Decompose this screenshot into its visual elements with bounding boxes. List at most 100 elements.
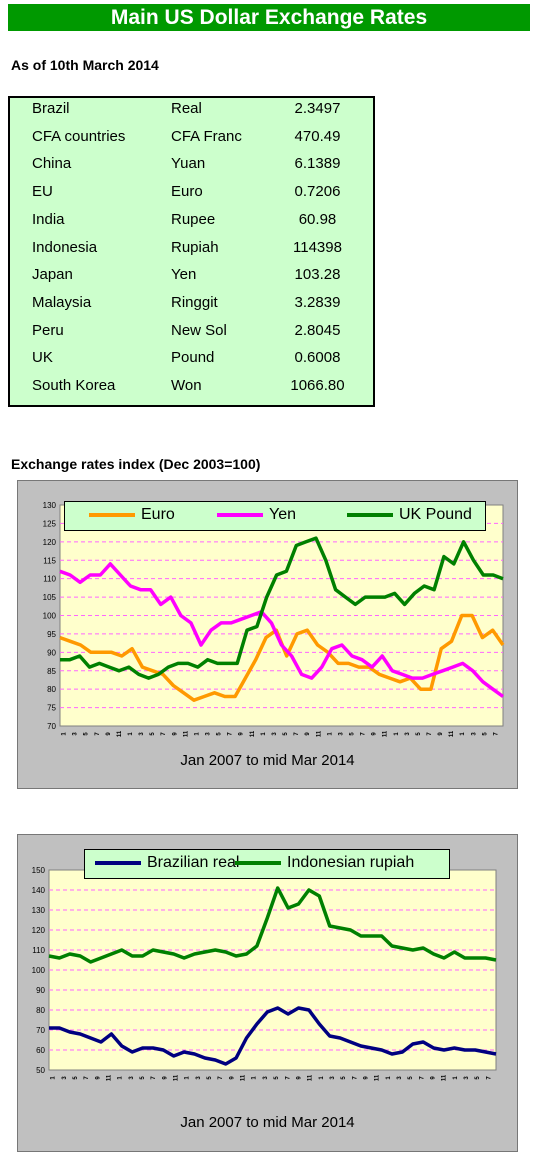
- rate-currency: Euro: [171, 183, 203, 201]
- chart-brazil-indonesia: 50 60 70 80 90 100 110 120 130 140 150 1 3 5 7 9 11 1 3 5 7 9…: [17, 834, 518, 1152]
- rate-row: India Rupee 60.98: [10, 211, 373, 239]
- x-tick-label: 1: [453, 1076, 459, 1080]
- y-tick-label: 80: [47, 685, 56, 694]
- chart-1-xlabel: Jan 2007 to mid Mar 2014: [180, 752, 355, 769]
- x-tick-label: 1: [252, 1076, 258, 1080]
- x-tick-label: 5: [274, 1076, 280, 1080]
- rate-value: 0.7206: [294, 183, 341, 201]
- y-tick-label: 120: [32, 926, 46, 935]
- x-tick-label: 3: [73, 732, 79, 736]
- rate-currency: Won: [171, 377, 202, 394]
- rate-country: China: [32, 155, 72, 173]
- x-tick-label: 7: [151, 1076, 157, 1080]
- legend-label: Yen: [269, 506, 296, 523]
- rate-currency: Yen: [171, 266, 197, 284]
- x-tick-label: 11: [117, 730, 123, 737]
- legend-label: Indonesian rupiah: [287, 854, 415, 871]
- rate-value: 0.6008: [294, 349, 341, 367]
- x-tick-label: 1: [194, 732, 200, 736]
- x-tick-label: 11: [375, 1074, 381, 1081]
- x-tick-label: 11: [250, 730, 256, 737]
- rate-row: Indonesia Rupiah 114398: [10, 239, 373, 267]
- x-tick-label: 7: [285, 1076, 291, 1080]
- y-tick-label: 125: [43, 519, 57, 528]
- rate-row: UK Pound 0.6008: [10, 349, 373, 377]
- rate-row: Brazil Real 2.3497: [10, 100, 373, 128]
- x-tick-label: 11: [308, 1074, 314, 1081]
- x-tick-label: 9: [172, 732, 178, 736]
- x-tick-label: 5: [416, 732, 422, 736]
- series-line-yen: [59, 562, 505, 698]
- chart-exchange-rates-index: 70 75 80 85 90 95 100 105 110 115 120 125 130 1 3 5 7 9 11…: [17, 480, 518, 789]
- x-tick-label: 7: [84, 1076, 90, 1080]
- rate-country: UK: [32, 349, 53, 367]
- x-tick-label: 9: [296, 1076, 302, 1080]
- x-tick-label: 9: [372, 732, 378, 736]
- x-tick-label: 9: [305, 732, 311, 736]
- x-tick-label: 1: [51, 1076, 57, 1080]
- x-tick-label: 3: [129, 1076, 135, 1080]
- rate-value: 103.28: [294, 266, 341, 284]
- rate-row: EU Euro 0.7206: [10, 183, 373, 211]
- y-tick-label: 130: [43, 501, 57, 510]
- rate-country: EU: [32, 183, 53, 201]
- legend-item: UK Pound: [347, 506, 472, 524]
- legend-label: Brazilian real: [147, 854, 240, 871]
- rate-value: 2.8045: [294, 321, 341, 339]
- x-tick-label: 7: [95, 732, 101, 736]
- x-tick-label: 3: [338, 732, 344, 736]
- x-tick-label: 7: [352, 1076, 358, 1080]
- rate-currency: New Sol: [171, 321, 227, 339]
- x-tick-label: 7: [361, 732, 367, 736]
- x-tick-label: 5: [283, 732, 289, 736]
- rate-row: Japan Yen 103.28: [10, 266, 373, 294]
- x-tick-label: 5: [482, 732, 488, 736]
- chart-2-xlabel: Jan 2007 to mid Mar 2014: [180, 1114, 355, 1131]
- x-tick-label: 11: [241, 1074, 247, 1081]
- x-tick-label: 5: [408, 1076, 414, 1080]
- rate-currency: Pound: [171, 349, 215, 367]
- x-tick-label: 1: [62, 732, 68, 736]
- x-tick-label: 11: [106, 1074, 112, 1081]
- page-title-banner: Main US Dollar Exchange Rates: [8, 4, 530, 31]
- legend-label: Euro: [141, 506, 175, 523]
- legend-label: UK Pound: [399, 506, 472, 523]
- legend-swatch: [95, 860, 141, 865]
- x-tick-label: 9: [363, 1076, 369, 1080]
- x-tick-label: 1: [185, 1076, 191, 1080]
- x-tick-label: 9: [438, 732, 444, 736]
- x-tick-label: 11: [449, 730, 455, 737]
- page-title: Main US Dollar Exchange Rates: [110, 6, 428, 29]
- as-of-date: As of 10th March 2014: [11, 57, 159, 73]
- x-tick-label: 5: [150, 732, 156, 736]
- x-tick-label: 1: [128, 732, 134, 736]
- legend-item: Euro: [89, 506, 175, 524]
- legend-swatch: [235, 860, 281, 865]
- x-tick-label: 5: [140, 1076, 146, 1080]
- x-tick-label: 11: [183, 730, 189, 737]
- x-tick-label: 1: [394, 732, 400, 736]
- rate-country: India: [32, 210, 65, 228]
- rate-country: CFA countries: [32, 127, 126, 145]
- x-tick-label: 11: [174, 1074, 180, 1081]
- x-tick-label: 11: [316, 730, 322, 737]
- x-tick-label: 11: [383, 730, 389, 737]
- rate-value: 1066.80: [290, 377, 345, 394]
- x-tick-label: 7: [486, 1076, 492, 1080]
- y-tick-label: 70: [47, 722, 56, 731]
- y-tick-label: 100: [43, 612, 57, 621]
- rate-row: CFA countries CFA Franc 470.49: [10, 128, 373, 156]
- rate-value: 114398: [293, 238, 342, 256]
- y-tick-label: 80: [36, 1006, 45, 1015]
- rate-currency: Real: [171, 100, 202, 117]
- series-line-indonesian-rupiah: [48, 886, 497, 964]
- x-tick-label: 7: [427, 732, 433, 736]
- legend-swatch: [347, 512, 393, 517]
- x-tick-label: 1: [319, 1076, 325, 1080]
- y-tick-label: 100: [32, 966, 46, 975]
- x-tick-label: 1: [261, 732, 267, 736]
- x-tick-label: 9: [95, 1076, 101, 1080]
- rate-country: Japan: [32, 266, 73, 284]
- x-tick-label: 3: [464, 1076, 470, 1080]
